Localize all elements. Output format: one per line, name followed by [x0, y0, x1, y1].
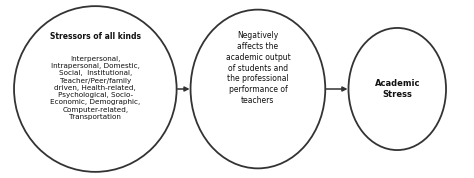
Text: Interpersonal,
Intrapersonal, Domestic,
Social,  Institutional,
Teacher/Peer/fam: Interpersonal, Intrapersonal, Domestic, …	[50, 56, 140, 120]
Text: Stressors of all kinds: Stressors of all kinds	[50, 32, 141, 41]
Ellipse shape	[14, 6, 177, 172]
Ellipse shape	[348, 28, 446, 150]
Text: Academic
Stress: Academic Stress	[374, 79, 420, 99]
Text: Negatively
affects the
academic output
of students and
the professional
performa: Negatively affects the academic output o…	[226, 31, 290, 105]
Ellipse shape	[191, 10, 325, 168]
